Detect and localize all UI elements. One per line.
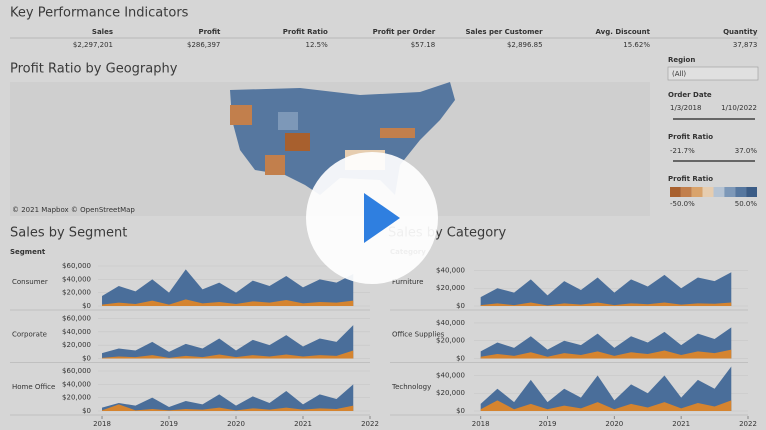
kpi-value: $57.18 bbox=[411, 41, 436, 49]
area bbox=[102, 384, 354, 411]
filter-label: Order Date bbox=[668, 91, 712, 99]
row-label: Furniture bbox=[392, 278, 423, 286]
y-tick-label: $0 bbox=[82, 407, 91, 415]
y-tick-label: $60,000 bbox=[62, 262, 91, 270]
kpi-label: Profit bbox=[198, 28, 221, 36]
kpi-label: Profit Ratio bbox=[283, 28, 328, 36]
y-tick-label: $20,000 bbox=[436, 337, 465, 345]
x-tick-label: 2019 bbox=[160, 420, 178, 428]
x-tick-label: 2018 bbox=[93, 420, 111, 428]
map-state bbox=[278, 112, 298, 130]
area bbox=[102, 325, 354, 359]
area bbox=[480, 272, 732, 306]
x-tick-label: 2019 bbox=[539, 420, 557, 428]
x-tick-label: 2020 bbox=[605, 420, 623, 428]
x-tick-label: 2020 bbox=[227, 420, 245, 428]
area bbox=[480, 302, 732, 306]
kpi-value: 37,873 bbox=[733, 41, 758, 49]
row-label: Home Office bbox=[12, 383, 55, 391]
row-label: Consumer bbox=[12, 278, 48, 286]
charts: Sales by Segment Segment Consumer $0 $20,000… bbox=[10, 226, 757, 428]
area bbox=[480, 400, 732, 411]
range-from: -21.7% bbox=[670, 147, 695, 155]
legend-swatch bbox=[702, 187, 714, 197]
x-tick-label: 2021 bbox=[294, 420, 312, 428]
y-tick-label: $0 bbox=[82, 302, 91, 310]
legend-max: 50.0% bbox=[735, 200, 758, 208]
kpi-row: Sales $2,297,201 Profit $286,397 Profit Rati… bbox=[73, 28, 758, 49]
kpi-label: Quantity bbox=[723, 28, 758, 36]
y-tick-label: $0 bbox=[456, 355, 465, 363]
legend-swatch bbox=[691, 187, 703, 197]
kpi-title: Key Performance Indicators bbox=[10, 6, 189, 21]
y-tick-label: $0 bbox=[456, 407, 465, 415]
area bbox=[102, 350, 354, 359]
x-tick-label: 2021 bbox=[672, 420, 690, 428]
map-state bbox=[380, 128, 415, 138]
region-dropdown[interactable] bbox=[667, 66, 759, 81]
map-state bbox=[230, 105, 252, 125]
dropdown-value: (All) bbox=[672, 70, 686, 78]
y-tick-label: $0 bbox=[456, 302, 465, 310]
range-from: 1/3/2018 bbox=[670, 104, 701, 112]
y-tick-label: $40,000 bbox=[62, 275, 91, 283]
y-tick-label: $40,000 bbox=[62, 328, 91, 336]
legend-title: Profit Ratio bbox=[668, 175, 713, 183]
y-tick-label: $20,000 bbox=[436, 284, 465, 292]
y-tick-label: $0 bbox=[82, 355, 91, 363]
legend-swatch bbox=[724, 187, 736, 197]
legend-min: -50.0% bbox=[670, 200, 695, 208]
y-tick-label: $40,000 bbox=[436, 266, 465, 274]
x-tick-label: 2022 bbox=[361, 420, 379, 428]
map-state bbox=[265, 155, 285, 175]
kpi-label: Sales per Customer bbox=[465, 28, 543, 36]
color-legend bbox=[670, 187, 757, 197]
y-tick-label: $20,000 bbox=[62, 341, 91, 349]
kpi-value: $2,297,201 bbox=[73, 41, 113, 49]
area bbox=[480, 366, 732, 411]
map-attribution: © 2021 Mapbox © OpenStreetMap bbox=[12, 206, 135, 214]
x-tick-label: 2022 bbox=[739, 420, 757, 428]
y-tick-label: $40,000 bbox=[436, 371, 465, 379]
kpi-label: Avg. Discount bbox=[596, 28, 651, 36]
legend-swatch bbox=[670, 187, 681, 197]
x-tick-label: 2018 bbox=[472, 420, 490, 428]
kpi-value: 15.62% bbox=[623, 41, 650, 49]
legend-swatch bbox=[746, 187, 757, 197]
kpi-label: Sales bbox=[92, 28, 113, 36]
kpi-value: $286,397 bbox=[187, 41, 220, 49]
play-icon bbox=[364, 193, 400, 243]
y-tick-label: $40,000 bbox=[62, 380, 91, 388]
chart-title: Sales by Segment bbox=[10, 226, 127, 241]
map-state bbox=[285, 133, 310, 151]
legend-swatch bbox=[713, 187, 725, 197]
area bbox=[102, 299, 354, 306]
filter-label: Region bbox=[668, 56, 695, 64]
y-tick-label: $40,000 bbox=[436, 319, 465, 327]
area bbox=[102, 404, 354, 411]
area bbox=[480, 327, 732, 359]
y-tick-label: $60,000 bbox=[62, 367, 91, 375]
y-tick-label: $20,000 bbox=[62, 289, 91, 297]
row-label: Office Supplies bbox=[392, 331, 445, 339]
legend-swatch bbox=[735, 187, 747, 197]
area bbox=[480, 349, 732, 359]
filter-label: Profit Ratio bbox=[668, 133, 713, 141]
kpi-value: 12.5% bbox=[306, 41, 329, 49]
row-label: Technology bbox=[391, 383, 431, 391]
y-tick-label: $20,000 bbox=[62, 394, 91, 402]
range-to: 37.0% bbox=[735, 147, 758, 155]
row-label: Corporate bbox=[12, 331, 47, 339]
y-tick-label: $60,000 bbox=[62, 315, 91, 323]
legend-swatch bbox=[680, 187, 692, 197]
kpi-value: $2,896.85 bbox=[507, 41, 543, 49]
map-title: Profit Ratio by Geography bbox=[10, 62, 178, 77]
area bbox=[102, 269, 354, 306]
row-header: Segment bbox=[10, 248, 46, 256]
range-to: 1/10/2022 bbox=[721, 104, 757, 112]
y-tick-label: $20,000 bbox=[436, 389, 465, 397]
kpi-label: Profit per Order bbox=[373, 28, 436, 36]
